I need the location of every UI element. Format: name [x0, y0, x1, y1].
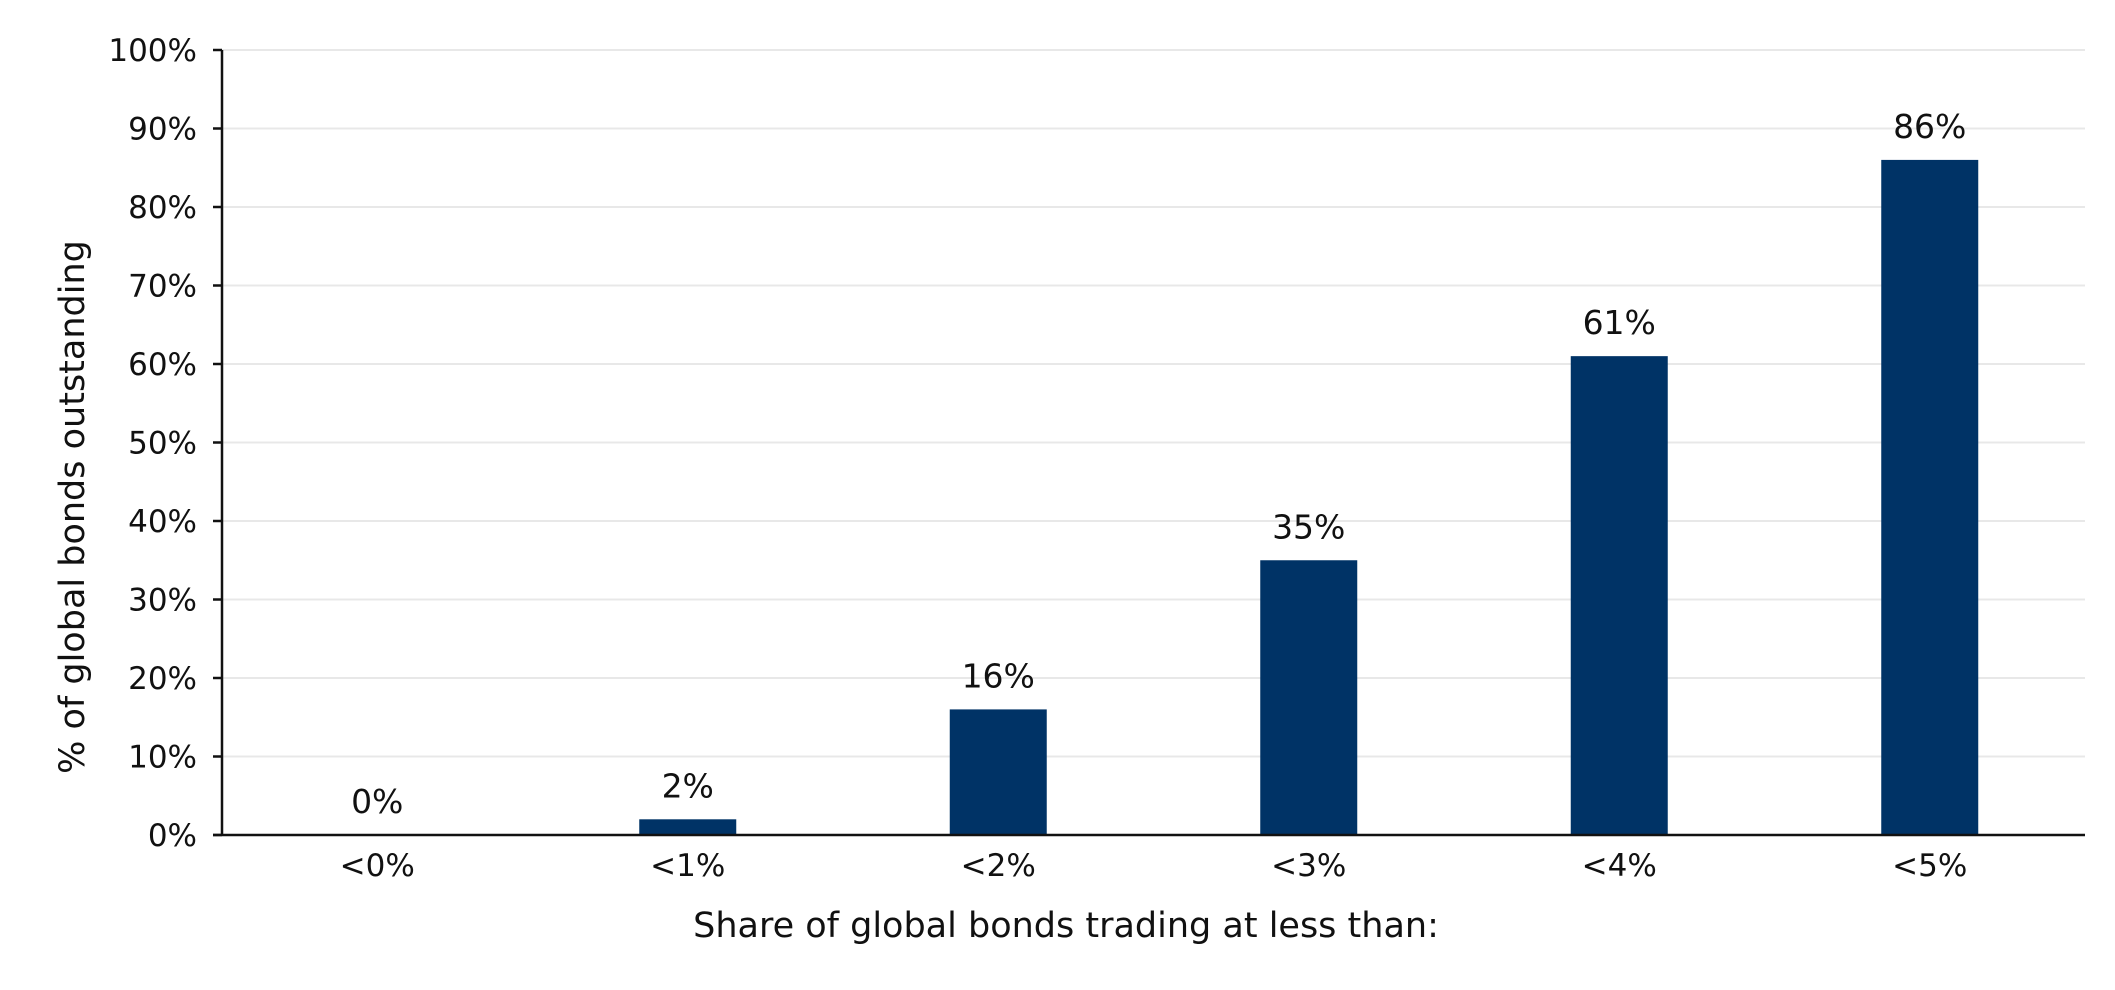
- x-axis-title: Share of global bonds trading at less th…: [693, 906, 1439, 946]
- y-tick-label: 60%: [128, 347, 197, 383]
- data-labels: 0% 2% 16% 35% 61% 86%: [351, 107, 1966, 821]
- y-tick-label: 20%: [128, 661, 197, 697]
- x-tick-label: <5%: [1892, 848, 1967, 884]
- y-tick-label: 100%: [108, 33, 197, 69]
- y-axis-ticks: 0% 10% 20% 30% 40% 50% 60% 70% 80% 90% 100%: [108, 33, 222, 854]
- data-label: 61%: [1583, 303, 1656, 342]
- bar: [949, 709, 1047, 835]
- y-tick-label: 90%: [128, 112, 197, 148]
- bar: [1881, 159, 1979, 835]
- x-tick-label: <0%: [340, 848, 415, 884]
- y-tick-label: 70%: [128, 269, 197, 305]
- y-axis-title: % of global bonds outstanding: [53, 240, 93, 774]
- y-tick-label: 0%: [148, 818, 197, 854]
- bar: [639, 819, 737, 835]
- x-tick-label: <1%: [650, 848, 725, 884]
- data-label: 35%: [1272, 507, 1345, 546]
- data-label: 2%: [662, 766, 714, 805]
- bar: [1570, 356, 1668, 835]
- x-tick-label: <2%: [961, 848, 1036, 884]
- gridlines: [222, 49, 2085, 758]
- bar: [1260, 560, 1358, 835]
- y-tick-label: 10%: [128, 740, 197, 776]
- y-tick-label: 80%: [128, 190, 197, 226]
- x-axis-ticks: <0% <1% <2% <3% <4% <5%: [340, 848, 1968, 884]
- data-label: 0%: [351, 782, 403, 821]
- data-label: 86%: [1893, 107, 1966, 146]
- y-tick-label: 30%: [128, 583, 197, 619]
- data-label: 16%: [962, 656, 1035, 695]
- y-tick-label: 40%: [128, 504, 197, 540]
- bars: [639, 159, 1979, 835]
- y-tick-label: 50%: [128, 426, 197, 462]
- x-tick-label: <3%: [1271, 848, 1346, 884]
- x-tick-label: <4%: [1582, 848, 1657, 884]
